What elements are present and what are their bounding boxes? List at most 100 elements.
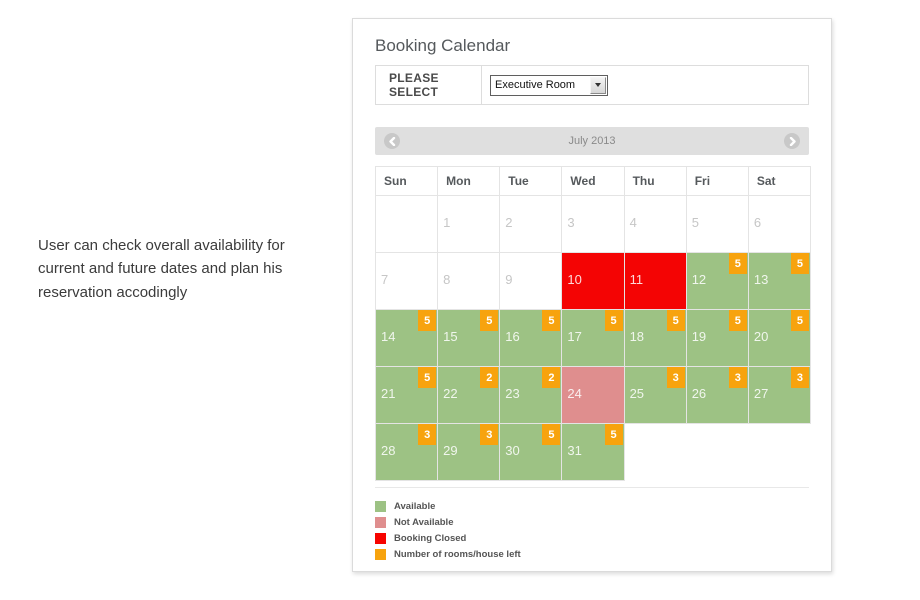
day-cell-14[interactable]: 14 5 [376, 310, 439, 367]
legend-item: Booking Closed [375, 532, 809, 544]
day-cell-16[interactable]: 16 5 [500, 310, 563, 367]
room-select[interactable]: Executive Room [490, 74, 608, 96]
day-number: 25 [629, 386, 645, 401]
day-cell-empty [624, 424, 687, 481]
rooms-left-badge: 5 [418, 310, 437, 331]
day-cell-11[interactable]: 11 [624, 253, 687, 310]
day-number: 19 [691, 329, 707, 344]
day-cell-4[interactable]: 4 [624, 196, 687, 253]
legend-item: Available [375, 500, 809, 512]
day-cell-19[interactable]: 19 5 [686, 310, 749, 367]
day-cell-18[interactable]: 18 5 [624, 310, 687, 367]
day-number: 5 [691, 215, 699, 230]
legend-label: Number of rooms/house left [394, 548, 521, 560]
day-cell-17[interactable]: 17 5 [562, 310, 625, 367]
rooms-left-badge: 3 [418, 424, 437, 445]
day-cell-3[interactable]: 3 [562, 196, 625, 253]
day-cell-21[interactable]: 21 5 [376, 367, 439, 424]
next-month-button[interactable] [784, 133, 800, 149]
day-cell-empty [376, 196, 439, 253]
day-number: 23 [505, 386, 520, 401]
day-number: 21 [381, 386, 396, 401]
booking-calendar-panel: Booking Calendar PLEASE SELECT Executive… [352, 18, 832, 572]
day-cell-5[interactable]: 5 [686, 196, 749, 253]
description-text: User can check overall availability for … [38, 237, 285, 301]
rooms-left-badge: 5 [790, 253, 809, 274]
weekday-header-mon: Mon [438, 167, 501, 196]
day-cell-empty [686, 424, 749, 481]
day-cell-7[interactable]: 7 [376, 253, 439, 310]
rooms-left-badge: 5 [480, 310, 499, 331]
room-select-row: PLEASE SELECT Executive Room [375, 65, 809, 105]
day-number: 9 [505, 272, 513, 287]
legend-item: Number of rooms/house left [375, 548, 809, 560]
day-cell-25[interactable]: 25 3 [624, 367, 687, 424]
day-cell-10[interactable]: 10 [562, 253, 625, 310]
rooms-left-badge: 5 [542, 424, 561, 445]
section-divider [375, 487, 809, 488]
rooms-left-badge: 3 [728, 367, 747, 388]
legend-item: Not Available [375, 516, 809, 528]
day-number: 6 [753, 215, 762, 230]
day-number: 16 [505, 329, 520, 344]
day-cell-27[interactable]: 27 3 [748, 367, 811, 424]
prev-month-button[interactable] [384, 133, 400, 149]
day-cell-8[interactable]: 8 [438, 253, 501, 310]
day-cell-13[interactable]: 13 5 [748, 253, 811, 310]
rooms-left-badge: 5 [790, 310, 809, 331]
weekday-header-sun: Sun [376, 167, 439, 196]
day-number: 3 [567, 215, 575, 230]
legend-swatch [375, 500, 386, 512]
day-number: 10 [567, 272, 582, 287]
select-label: PLEASE SELECT [376, 66, 482, 104]
legend: Available Not Available Booking Closed Numb… [375, 500, 809, 560]
day-number: 22 [443, 386, 458, 401]
day-number: 2 [505, 215, 513, 230]
day-number: 12 [691, 272, 707, 287]
day-cell-20[interactable]: 20 5 [748, 310, 811, 367]
calendar-grid: Sun Mon Tue Wed Thu Fri Sat 1 2 3 4 5 6 7 8 9 10 11 12 5 13 5… [375, 166, 811, 481]
day-cell-1[interactable]: 1 [438, 196, 501, 253]
day-cell-9[interactable]: 9 [500, 253, 563, 310]
chevron-right-icon [789, 136, 796, 146]
day-number: 15 [443, 329, 458, 344]
day-number: 17 [567, 329, 582, 344]
room-select-value: Executive Room [495, 79, 576, 91]
legend-swatch [375, 532, 386, 544]
panel-title: Booking Calendar [375, 36, 511, 55]
day-number: 13 [753, 272, 769, 287]
day-number: 26 [691, 386, 707, 401]
rooms-left-badge: 3 [790, 367, 809, 388]
rooms-left-badge: 5 [666, 310, 685, 331]
rooms-left-badge: 5 [728, 253, 747, 274]
day-cell-31[interactable]: 31 5 [562, 424, 625, 481]
day-cell-26[interactable]: 26 3 [686, 367, 749, 424]
day-number: 7 [381, 272, 389, 287]
day-number: 27 [753, 386, 769, 401]
weekday-header-wed: Wed [562, 167, 625, 196]
rooms-left-badge: 5 [542, 310, 561, 331]
day-cell-12[interactable]: 12 5 [686, 253, 749, 310]
day-cell-6[interactable]: 6 [748, 196, 811, 253]
day-cell-2[interactable]: 2 [500, 196, 563, 253]
rooms-left-badge: 5 [728, 310, 747, 331]
weekday-header-sat: Sat [748, 167, 811, 196]
legend-label: Booking Closed [394, 532, 467, 544]
day-cell-28[interactable]: 28 3 [376, 424, 439, 481]
day-number: 28 [381, 443, 396, 458]
select-cell: Executive Room [482, 66, 608, 104]
day-cell-24[interactable]: 24 [562, 367, 625, 424]
day-cell-30[interactable]: 30 5 [500, 424, 563, 481]
day-cell-29[interactable]: 29 3 [438, 424, 501, 481]
day-cell-empty [748, 424, 811, 481]
legend-label: Not Available [394, 516, 454, 528]
rooms-left-badge: 5 [604, 424, 623, 445]
day-cell-22[interactable]: 22 2 [438, 367, 501, 424]
day-number: 1 [443, 215, 451, 230]
day-cell-15[interactable]: 15 5 [438, 310, 501, 367]
day-number: 18 [629, 329, 645, 344]
day-cell-23[interactable]: 23 2 [500, 367, 563, 424]
weekday-header-thu: Thu [624, 167, 687, 196]
day-number: 31 [567, 443, 582, 458]
rooms-left-badge: 5 [418, 367, 437, 388]
